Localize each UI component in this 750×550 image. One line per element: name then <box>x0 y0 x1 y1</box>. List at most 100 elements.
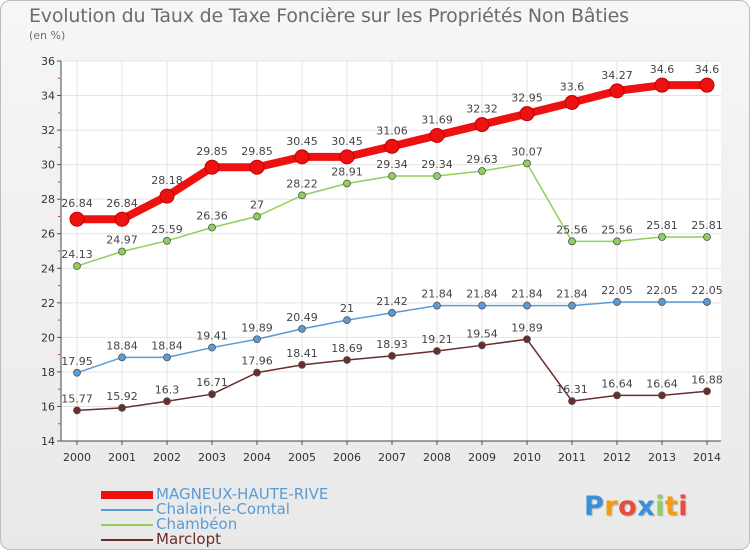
data-label: 15.92 <box>106 390 138 403</box>
data-label: 19.89 <box>241 321 273 334</box>
y-tick-label: 32 <box>41 124 55 137</box>
y-tick-label: 30 <box>41 159 55 172</box>
x-tick-label: 2001 <box>108 451 136 464</box>
data-label: 30.07 <box>511 145 543 158</box>
y-tick-label: 28 <box>41 193 55 206</box>
data-point <box>654 77 670 93</box>
data-label: 16.88 <box>691 373 723 386</box>
data-label: 25.81 <box>691 219 723 232</box>
data-point <box>73 262 81 270</box>
data-point <box>208 223 216 232</box>
y-tick-label: 16 <box>41 400 55 413</box>
data-point <box>163 397 171 406</box>
data-point <box>613 237 621 246</box>
y-tick-label: 20 <box>41 331 55 344</box>
data-point <box>429 127 445 143</box>
data-label: 21.42 <box>376 295 408 308</box>
data-label: 28.22 <box>286 177 318 190</box>
data-point <box>613 391 621 400</box>
data-point <box>658 233 666 241</box>
data-point <box>523 301 531 310</box>
y-tick-label: 26 <box>41 228 55 241</box>
data-label: 28.91 <box>331 165 363 178</box>
data-point <box>658 298 666 306</box>
x-tick-label: 2005 <box>288 451 316 464</box>
x-tick-label: 2003 <box>198 451 226 464</box>
logo-letter: o <box>618 491 638 522</box>
data-point <box>474 117 490 133</box>
data-point <box>73 406 81 415</box>
data-label: 32.95 <box>511 92 543 105</box>
data-label: 27 <box>250 198 264 211</box>
data-label: 16.71 <box>196 376 228 389</box>
data-label: 34.6 <box>650 63 675 76</box>
data-label: 19.41 <box>196 330 228 343</box>
data-point <box>339 149 355 165</box>
logo-letter: i <box>655 491 665 522</box>
data-point <box>519 106 535 122</box>
data-point <box>658 391 666 400</box>
chart-title: Evolution du Taux de Taxe Foncière sur l… <box>29 5 629 27</box>
data-point <box>253 335 261 344</box>
data-label: 18.84 <box>151 339 183 352</box>
data-label: 25.56 <box>556 223 588 236</box>
data-label: 26.84 <box>61 197 93 210</box>
legend-swatch <box>101 509 153 511</box>
data-label: 22.05 <box>646 284 678 297</box>
data-label: 28.18 <box>151 174 183 187</box>
x-tick-label: 2002 <box>153 451 181 464</box>
data-point <box>118 403 126 412</box>
legend-swatch <box>101 524 153 526</box>
data-label: 31.69 <box>421 113 453 126</box>
data-point <box>388 351 396 360</box>
logo-letter: i <box>678 491 689 522</box>
data-point <box>388 172 396 180</box>
legend-label: MAGNEUX-HAUTE-RIVE <box>156 485 329 503</box>
chart-unit-label: (en %) <box>29 29 66 42</box>
data-point <box>343 179 351 188</box>
data-label: 16.64 <box>601 377 633 390</box>
data-label: 29.63 <box>466 153 498 166</box>
data-label: 16.31 <box>556 383 588 396</box>
data-point <box>568 237 576 246</box>
y-tick-label: 22 <box>41 297 55 310</box>
data-point <box>163 353 171 362</box>
data-point <box>568 301 576 310</box>
data-point <box>699 77 715 93</box>
data-label: 16.3 <box>155 383 180 396</box>
data-label: 34.27 <box>601 69 633 82</box>
data-label: 25.56 <box>601 223 633 236</box>
legend-label: Chalain-le-Comtal <box>156 500 290 518</box>
data-point <box>478 301 486 310</box>
data-point <box>298 324 306 333</box>
data-label: 29.85 <box>196 145 228 158</box>
proxiti-logo: Proxiti <box>584 491 688 522</box>
logo-letter: x <box>637 491 656 522</box>
data-label: 21.84 <box>556 288 588 301</box>
x-tick-label: 2012 <box>603 451 631 464</box>
logo-letter: P <box>584 491 605 522</box>
legend-label: Chambéon <box>156 515 238 533</box>
legend-swatch <box>101 539 153 541</box>
data-label: 17.95 <box>61 355 93 368</box>
data-point <box>613 298 621 306</box>
data-point <box>208 343 216 352</box>
data-point <box>703 233 711 241</box>
data-label: 25.81 <box>646 219 678 232</box>
data-point <box>159 188 175 204</box>
data-point <box>609 83 625 99</box>
data-label: 25.59 <box>151 223 183 236</box>
data-label: 22.05 <box>691 284 723 297</box>
data-label: 18.69 <box>331 342 363 355</box>
x-tick-label: 2000 <box>63 451 91 464</box>
data-label: 19.54 <box>466 327 498 340</box>
data-point <box>253 368 261 377</box>
data-point <box>253 212 261 221</box>
data-point <box>433 347 441 355</box>
data-label: 33.6 <box>560 80 585 93</box>
data-point <box>204 159 220 175</box>
legend-swatch <box>101 491 153 499</box>
y-tick-label: 34 <box>41 90 55 103</box>
